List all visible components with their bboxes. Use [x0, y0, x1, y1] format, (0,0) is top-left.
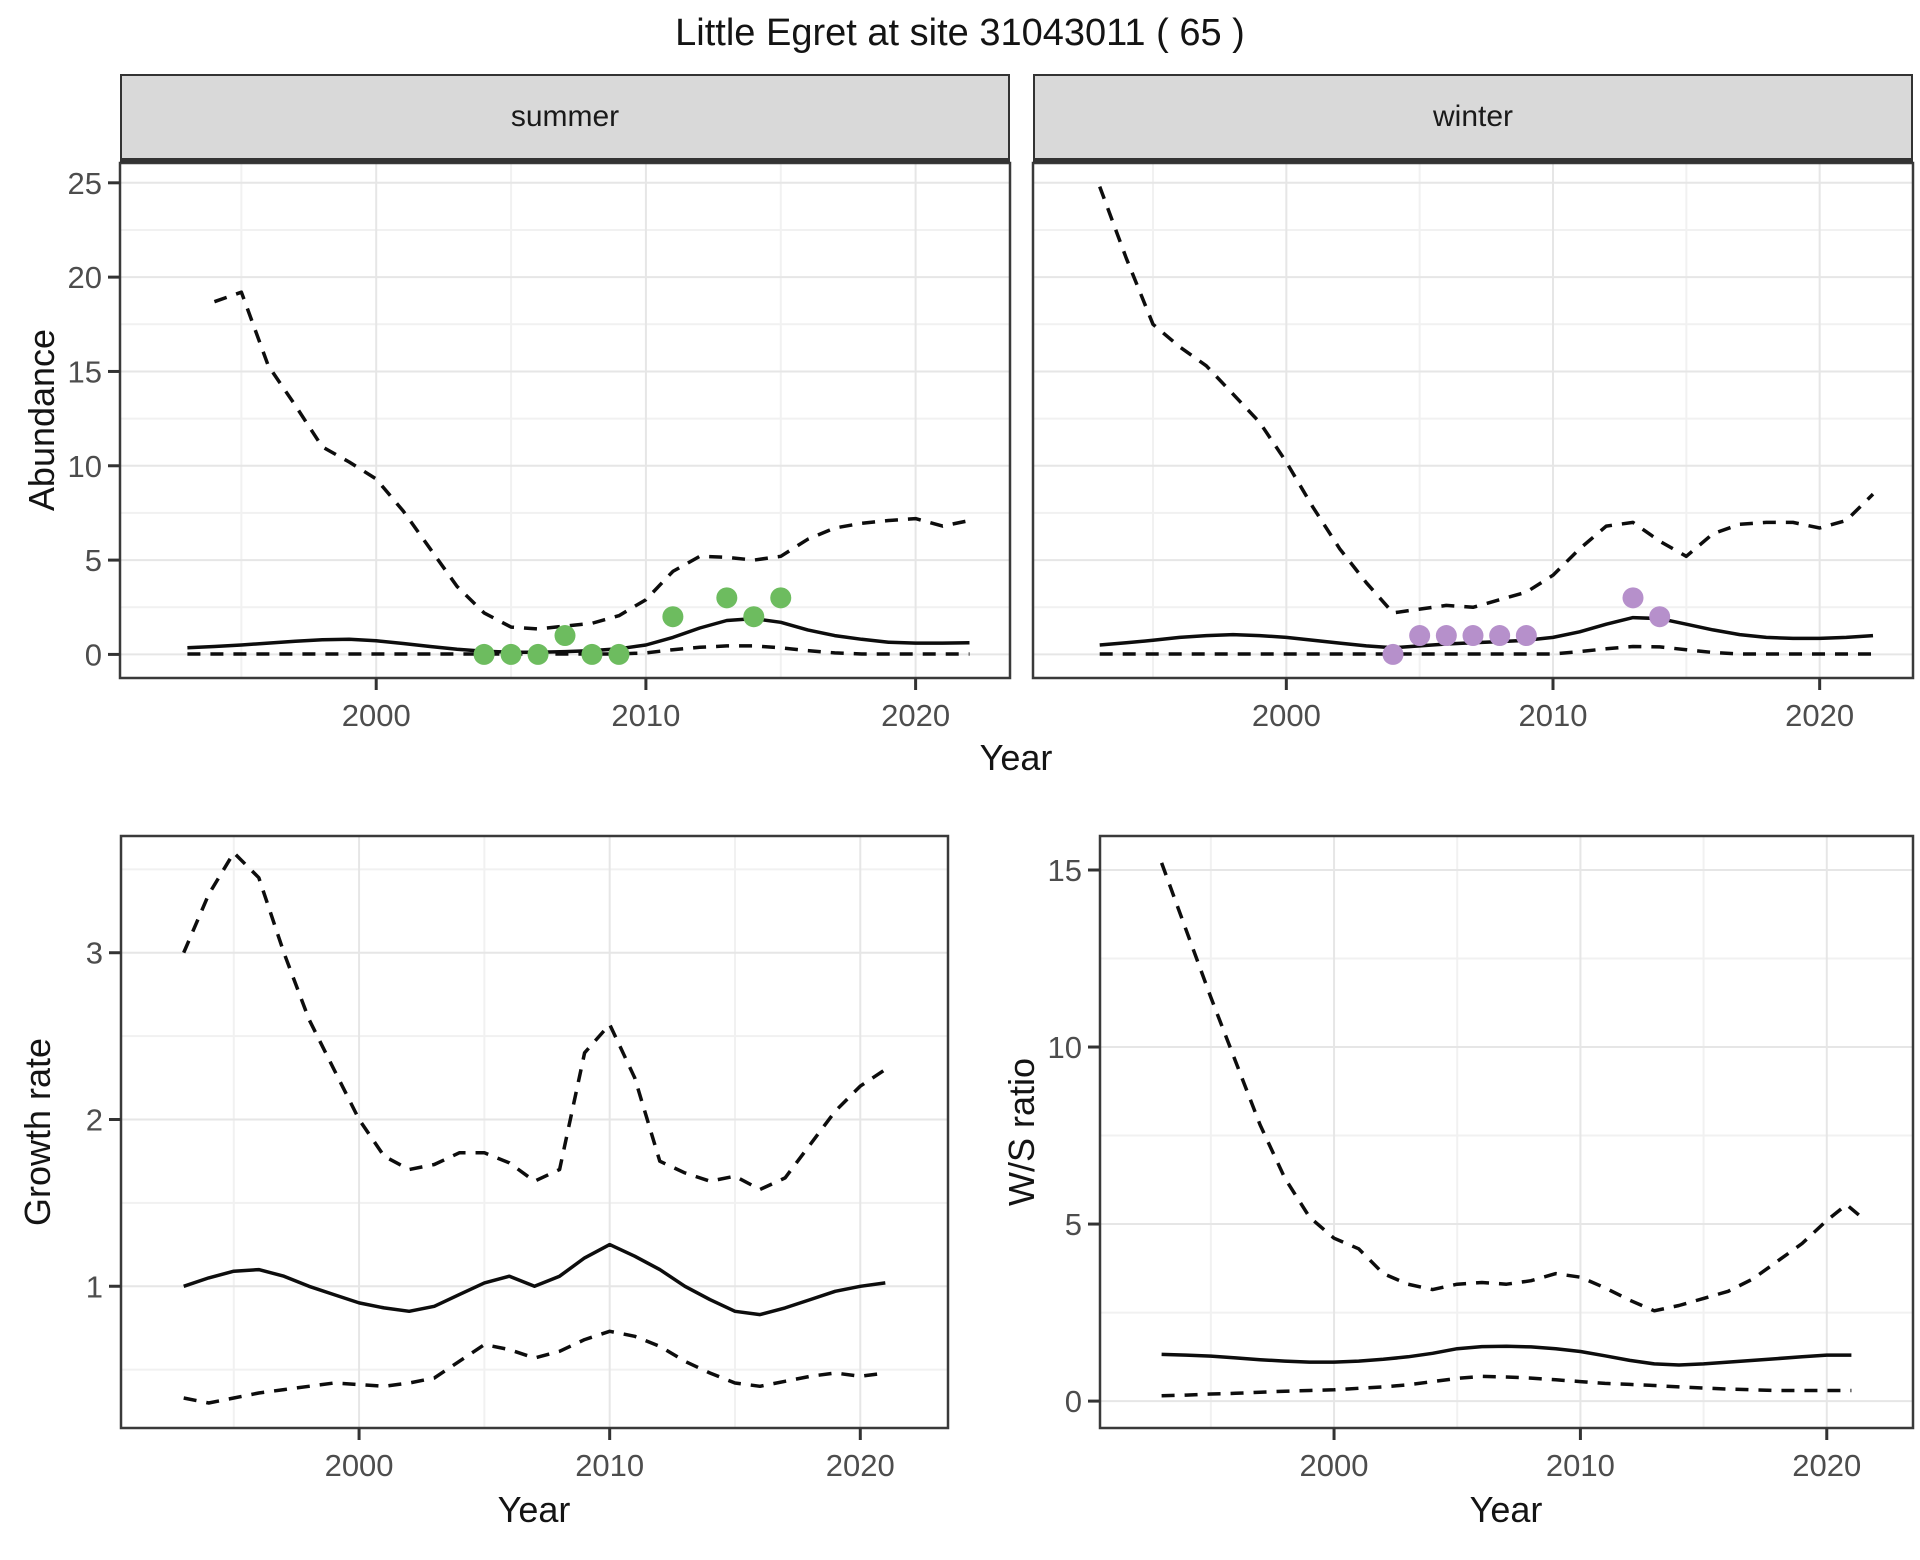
- summer-observation-point: [473, 643, 495, 665]
- winter-observation-point: [1409, 625, 1431, 647]
- winter-observation-point: [1515, 625, 1537, 647]
- winter-observation-point: [1649, 606, 1671, 628]
- winter-observation-point: [1622, 587, 1644, 609]
- growth-median-line: [183, 1242, 886, 1317]
- y-axis-tick-label: 25: [68, 166, 102, 201]
- ws-panel-background: [1100, 836, 1913, 1428]
- summer-observation-point: [500, 643, 522, 665]
- y-axis-title-ws-ratio: W/S ratio: [1001, 1057, 1042, 1207]
- x-axis-tick-label: 2000: [1252, 698, 1321, 733]
- x-axis-tick-label: 2010: [1519, 698, 1588, 733]
- summer-lower_ci-line: [187, 644, 970, 656]
- y-axis-tick-label: 3: [86, 936, 103, 971]
- winter-panel: 2000 2010 2020: [1031, 161, 1915, 733]
- growth-panel: 2000 2010 2020 1 2 3: [86, 834, 950, 1483]
- x-axis-tick-label: 2020: [1785, 698, 1854, 733]
- summer-observation-point: [770, 587, 792, 609]
- summer-observation-point: [608, 643, 630, 665]
- winter-observation-point: [1382, 643, 1404, 665]
- summer-panel: 2000 2010 2020 0 5 10 15 20 25: [68, 161, 1012, 733]
- y-axis-tick-label: 5: [1065, 1207, 1082, 1242]
- facet-strip-label: summer: [510, 100, 620, 133]
- ws-panel: 2000 2010 2020 0 5 10 15: [1048, 834, 1915, 1483]
- winter-lower_ci-line: [1099, 644, 1873, 656]
- summer-observation-point: [554, 625, 576, 647]
- winter-panel-background: [1033, 163, 1913, 678]
- winter-observation-point: [1489, 625, 1511, 647]
- y-axis-tick-label: 0: [85, 637, 102, 672]
- summer-observation-point: [743, 606, 765, 628]
- x-axis-title-year-top: Year: [979, 737, 1053, 778]
- growth-upper_ci-line: [182, 850, 887, 1192]
- summer-observation-point: [716, 587, 738, 609]
- summer-observation-point: [662, 606, 684, 628]
- x-axis-tick-label: 2000: [342, 698, 411, 733]
- winter-observation-point: [1435, 625, 1457, 647]
- y-axis-tick-label: 10: [1048, 1030, 1082, 1065]
- y-axis-tick-label: 15: [1048, 853, 1082, 888]
- growth-panel-border: [119, 834, 950, 1430]
- summer-panel-background: [120, 163, 1010, 678]
- summer-median-line: [187, 616, 970, 654]
- ws-lower_ci-line: [1161, 1374, 1852, 1398]
- summer-panel-border: [118, 161, 1012, 680]
- x-axis-tick-label: 2010: [1546, 1448, 1615, 1483]
- y-axis-title-growth-rate: Growth rate: [17, 1037, 58, 1227]
- ws-upper_ci-line: [1159, 862, 1863, 1313]
- x-axis-tick-label: 2010: [611, 698, 680, 733]
- facet-strip-summer: summer: [120, 74, 1010, 163]
- y-axis-tick-label: 10: [68, 449, 102, 484]
- facet-strip-winter: winter: [1033, 74, 1913, 163]
- plot-title: Little Egret at site 31043011 ( 65 ): [675, 12, 1245, 54]
- x-axis-title-year-growth: Year: [497, 1489, 571, 1530]
- y-axis-tick-label: 20: [68, 260, 102, 295]
- winter-observation-point: [1462, 625, 1484, 647]
- x-axis-tick-label: 2000: [325, 1448, 394, 1483]
- y-axis-tick-label: 2: [86, 1102, 103, 1137]
- x-axis-tick-label: 2020: [881, 698, 950, 733]
- growth-lower_ci-line: [183, 1329, 886, 1405]
- y-axis-tick-label: 0: [1065, 1384, 1082, 1419]
- x-axis-tick-label: 2000: [1300, 1448, 1369, 1483]
- x-axis-title-year-ws: Year: [1469, 1489, 1543, 1530]
- ws-median-line: [1161, 1344, 1852, 1367]
- growth-panel-background: [121, 836, 948, 1428]
- y-axis-tick-label: 1: [86, 1269, 103, 1304]
- x-axis-tick-label: 2020: [1792, 1448, 1861, 1483]
- y-axis-tick-label: 5: [85, 543, 102, 578]
- ws-panel-border: [1098, 834, 1915, 1430]
- x-axis-tick-label: 2010: [575, 1448, 644, 1483]
- winter-panel-border: [1031, 161, 1915, 680]
- facet-strip-label: winter: [1432, 100, 1514, 133]
- summer-observation-point: [581, 643, 603, 665]
- y-axis-title-abundance: Abundance: [21, 328, 62, 512]
- winter-median-line: [1099, 615, 1874, 650]
- y-axis-tick-label: 15: [68, 354, 102, 389]
- winter-upper_ci-line: [1098, 185, 1875, 615]
- summer-observation-point: [527, 643, 549, 665]
- summer-upper_ci-line: [213, 290, 970, 631]
- x-axis-tick-label: 2020: [826, 1448, 895, 1483]
